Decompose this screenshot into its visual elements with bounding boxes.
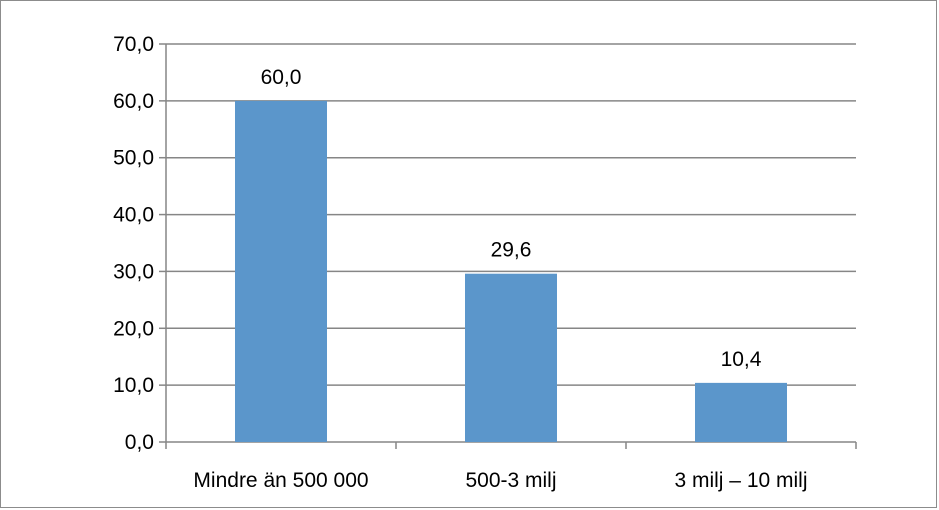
bar	[695, 382, 787, 442]
x-category-label: 3 milj – 10 milj	[674, 469, 807, 492]
data-label: 29,6	[491, 239, 532, 262]
data-label: 10,4	[721, 348, 762, 371]
y-tick-label: 40,0	[113, 204, 154, 227]
y-tick-label: 20,0	[113, 317, 154, 340]
x-category-label: 500-3 milj	[465, 469, 556, 492]
y-tick-label: 60,0	[113, 90, 154, 113]
y-tick-label: 50,0	[113, 147, 154, 170]
y-tick-label: 70,0	[113, 33, 154, 56]
data-label: 60,0	[261, 66, 302, 89]
y-tick-label: 0,0	[125, 431, 154, 454]
y-tick-label: 10,0	[113, 374, 154, 397]
bar	[465, 273, 557, 442]
bar	[235, 100, 327, 442]
y-tick-label: 30,0	[113, 260, 154, 283]
x-category-label: Mindre än 500 000	[193, 469, 368, 492]
